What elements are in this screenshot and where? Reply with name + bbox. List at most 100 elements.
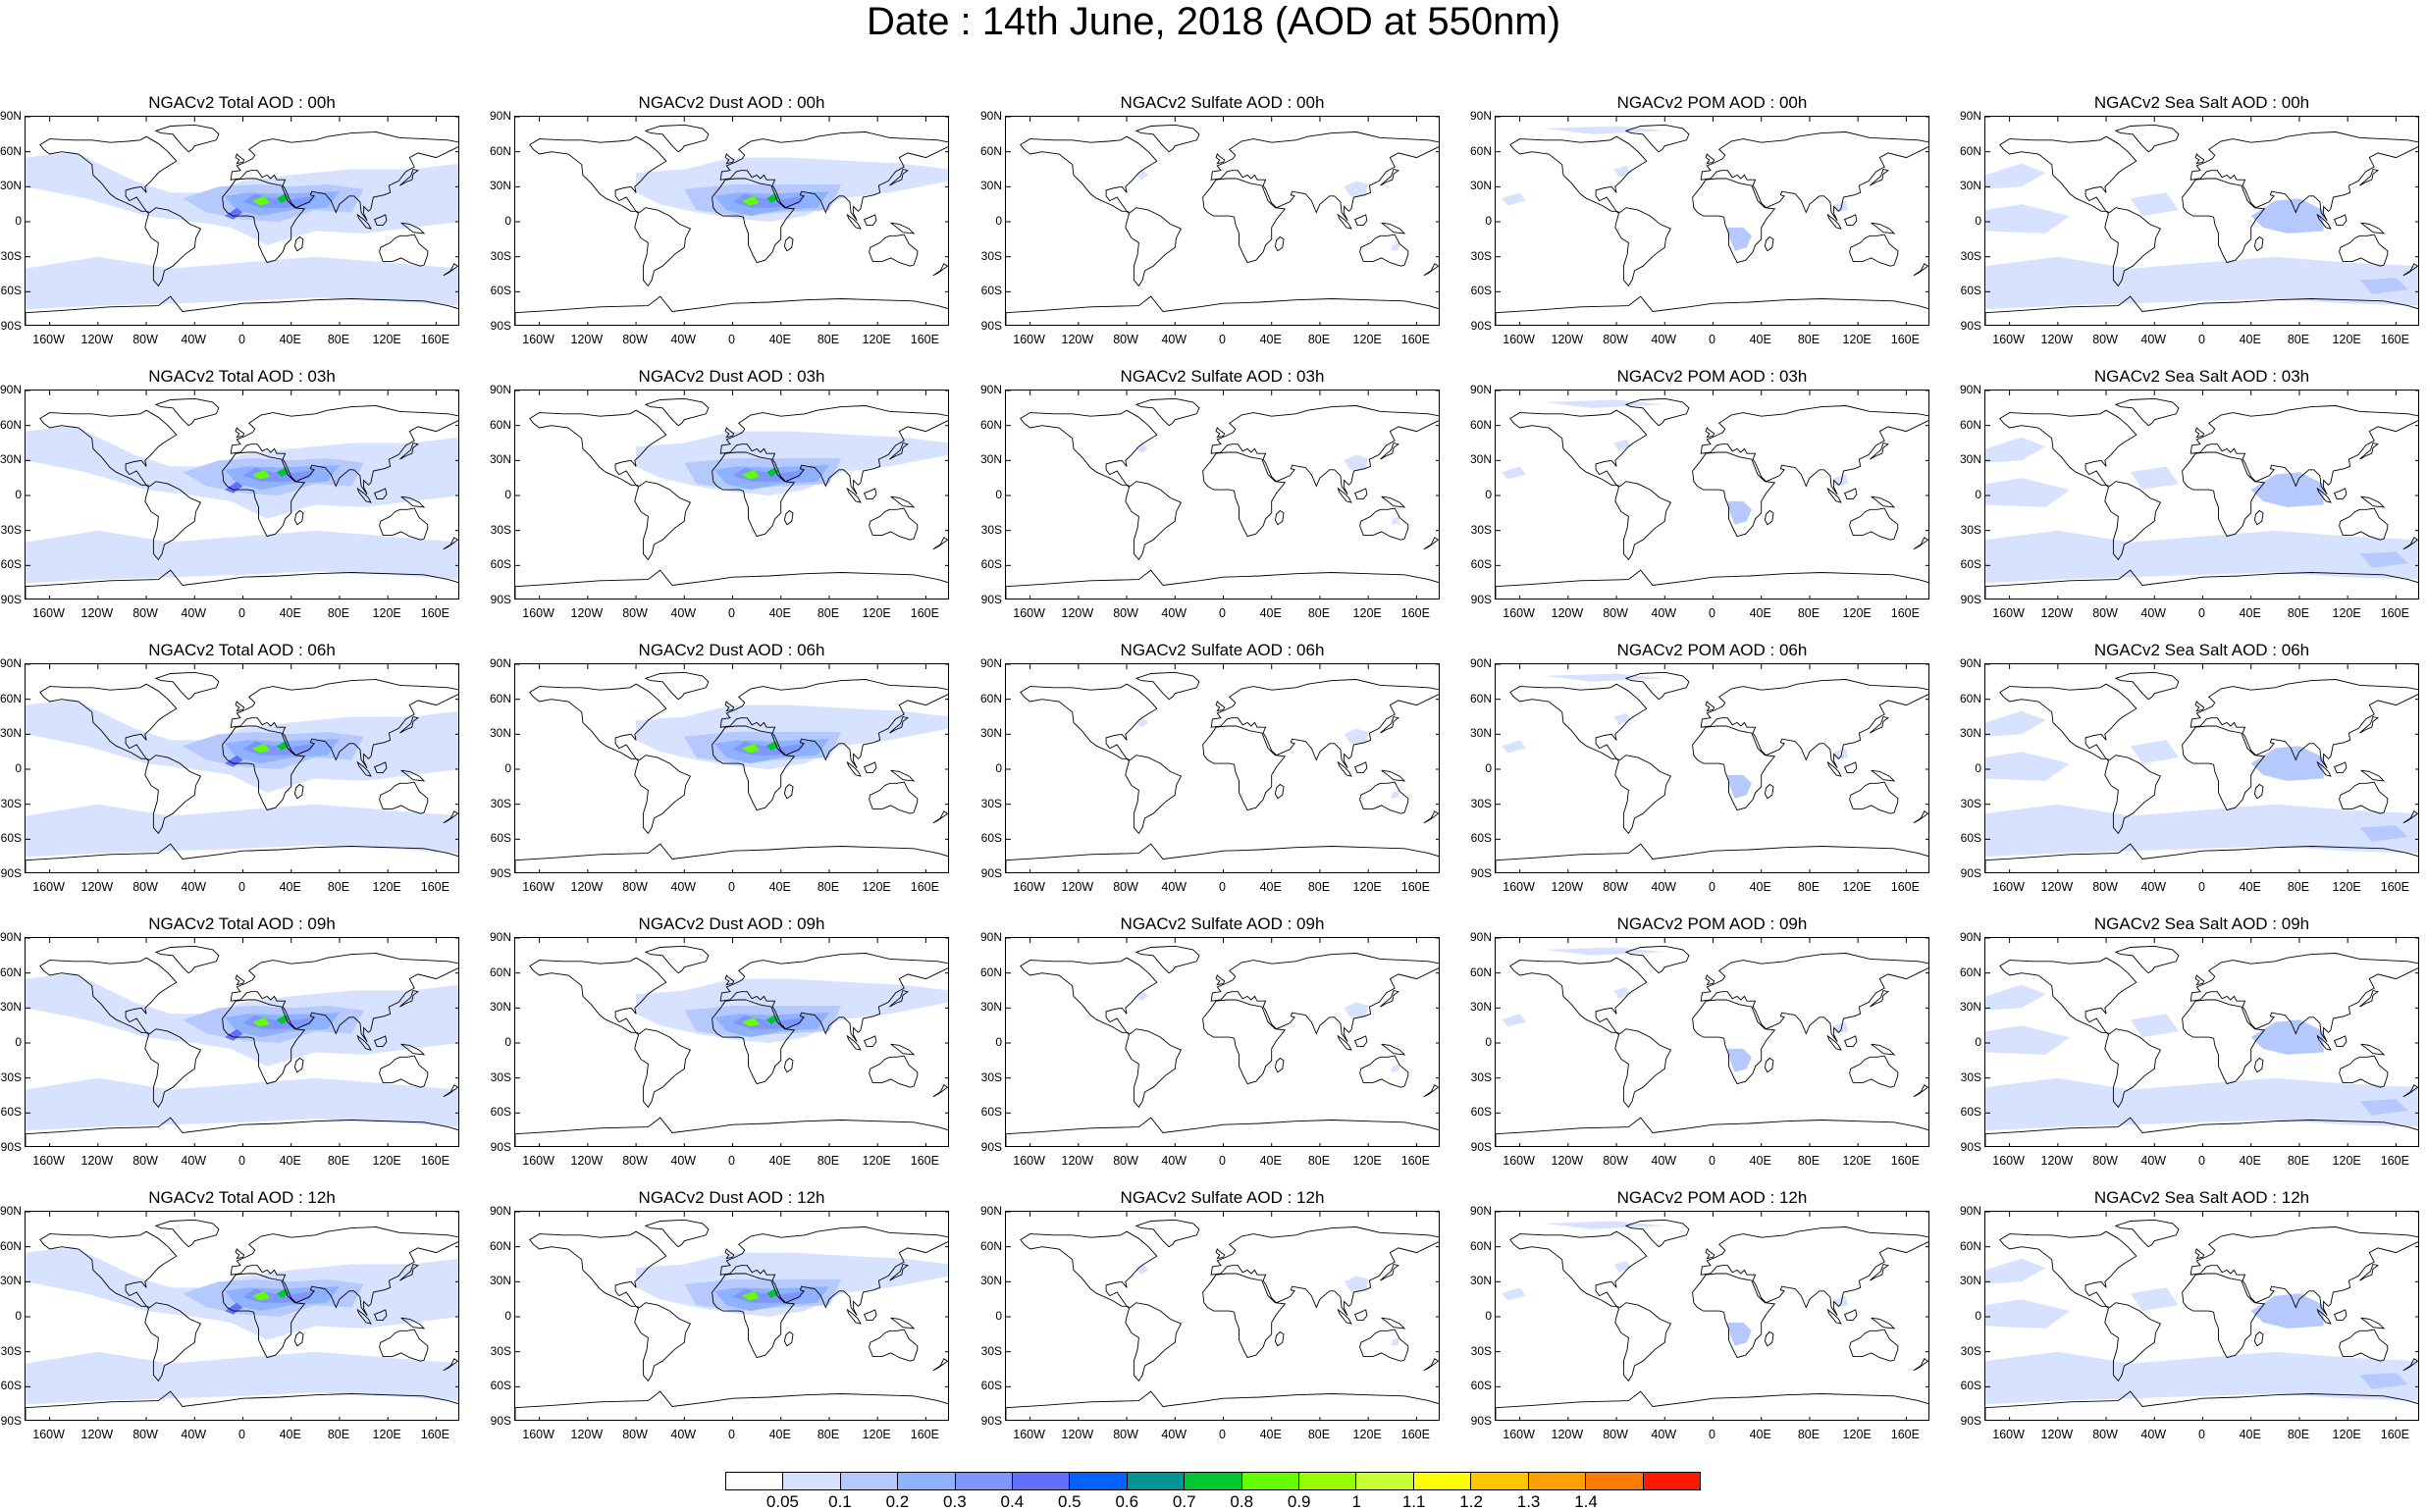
coastline — [294, 1059, 303, 1072]
lon-label: 0 — [1200, 1154, 1245, 1168]
lat-label: 60S — [1954, 558, 1981, 570]
coastline — [1381, 170, 1398, 186]
lon-label: 160E — [2372, 880, 2417, 894]
lat-label: 90N — [1464, 931, 1492, 943]
coastline — [2116, 125, 2179, 151]
aerosol-plume — [1392, 1337, 1400, 1345]
colorbar — [725, 1472, 1701, 1490]
lat-label: 30N — [0, 1275, 22, 1286]
lon-label: 160E — [1393, 333, 1438, 346]
lat-label: 60S — [484, 558, 511, 570]
aod-map — [26, 391, 459, 600]
coastline — [380, 508, 428, 540]
coastline — [1496, 296, 1929, 326]
lat-label: 90S — [1464, 1141, 1492, 1153]
coastline — [2335, 762, 2347, 773]
lon-label: 40E — [758, 1428, 803, 1441]
colorbar-swatch — [783, 1473, 840, 1489]
coastline — [236, 702, 244, 711]
coastline — [933, 811, 948, 823]
lon-label: 80E — [2276, 880, 2321, 894]
aerosol-plume — [1985, 478, 2070, 507]
aerosol-plume — [1727, 1049, 1752, 1072]
coastline — [865, 489, 876, 499]
map-panel-total — [25, 390, 459, 600]
lon-label: 160W — [1007, 606, 1052, 620]
lat-label: 60N — [975, 145, 1002, 157]
aerosol-plume — [1502, 192, 1526, 205]
lat-label: 60S — [0, 1380, 22, 1391]
lon-label: 40E — [268, 1428, 313, 1441]
coastline — [515, 570, 949, 600]
coastline — [1914, 538, 1928, 549]
coastline — [1850, 1056, 1898, 1087]
lat-label: 30S — [1954, 250, 1981, 262]
panel-title: NGACv2 Sulfate AOD : 00h — [977, 93, 1468, 113]
panel-title: NGACv2 Dust AOD : 00h — [487, 93, 977, 113]
aerosol-plume — [1502, 1287, 1526, 1300]
lat-label: 0 — [484, 1310, 511, 1322]
lon-label: 160W — [1497, 880, 1542, 894]
coastline — [1693, 1274, 1775, 1358]
coastline — [1021, 958, 1157, 1032]
lat-label: 60N — [975, 966, 1002, 978]
coastline — [1021, 136, 1157, 211]
lon-label: 40W — [660, 1428, 706, 1441]
aerosol-plume — [1614, 713, 1631, 725]
colorbar-label: 1.4 — [1561, 1492, 1610, 1512]
lat-label: 30S — [1954, 524, 1981, 536]
coastline — [1211, 954, 1440, 1042]
lon-label: 160W — [516, 1428, 561, 1441]
aerosol-plume — [1544, 400, 1664, 408]
coastline — [1615, 1029, 1671, 1108]
lat-label: 0 — [1464, 762, 1492, 774]
lat-label: 30N — [1954, 1275, 1981, 1286]
lat-label: 30S — [975, 798, 1002, 809]
coastline — [1006, 1391, 1440, 1421]
lon-label: 80E — [806, 880, 851, 894]
coastline — [865, 215, 876, 226]
panel-title: NGACv2 Total AOD : 09h — [0, 914, 488, 934]
lat-label: 60S — [1954, 1380, 1981, 1391]
coastline — [1872, 770, 1894, 781]
lon-label: 80W — [123, 1154, 168, 1168]
coastline — [2335, 1310, 2347, 1321]
coastline — [2195, 154, 2204, 164]
map-panel-seasalt — [1984, 663, 2419, 873]
panel-title: NGACv2 Dust AOD : 03h — [487, 367, 977, 387]
lon-label: 0 — [1200, 880, 1245, 894]
lon-label: 120W — [1055, 606, 1100, 620]
aerosol-plume — [1614, 166, 1631, 178]
lon-label: 80W — [612, 333, 658, 346]
lat-label: 90N — [1954, 110, 1981, 122]
aerosol-plume — [1985, 805, 2419, 858]
map-panel-total — [25, 1211, 459, 1421]
lat-label: 60N — [1464, 966, 1492, 978]
panel-title: NGACv2 Dust AOD : 06h — [487, 641, 977, 660]
coastline — [1355, 1310, 1367, 1321]
lon-label: 40E — [268, 333, 313, 346]
coastline — [1136, 398, 1199, 425]
map-panel-sulfate — [1005, 937, 1440, 1147]
coastline — [1126, 1303, 1182, 1382]
lon-label: 120E — [1345, 880, 1390, 894]
coastline — [933, 264, 948, 276]
aerosol-plume — [1544, 674, 1664, 682]
aerosol-plume — [1614, 440, 1631, 451]
coastline — [1850, 508, 1898, 540]
coastline — [1382, 1318, 1404, 1329]
lon-label: 160E — [1882, 1428, 1927, 1441]
coastline — [646, 398, 709, 425]
panel-title: NGACv2 Sea Salt AOD : 00h — [1957, 93, 2427, 113]
lon-label: 40E — [1738, 1428, 1783, 1441]
lat-label: 90S — [975, 1415, 1002, 1427]
lon-label: 120W — [75, 880, 120, 894]
coastline — [1765, 1332, 1773, 1346]
panel-title: NGACv2 Sulfate AOD : 06h — [977, 641, 1468, 660]
colorbar-swatch — [1013, 1473, 1070, 1489]
coastline — [1216, 702, 1225, 711]
lon-label: 80W — [1103, 333, 1148, 346]
coastline — [2183, 1274, 2265, 1358]
aerosol-plume — [1392, 1064, 1400, 1071]
colorbar-label: 0.8 — [1217, 1492, 1266, 1512]
